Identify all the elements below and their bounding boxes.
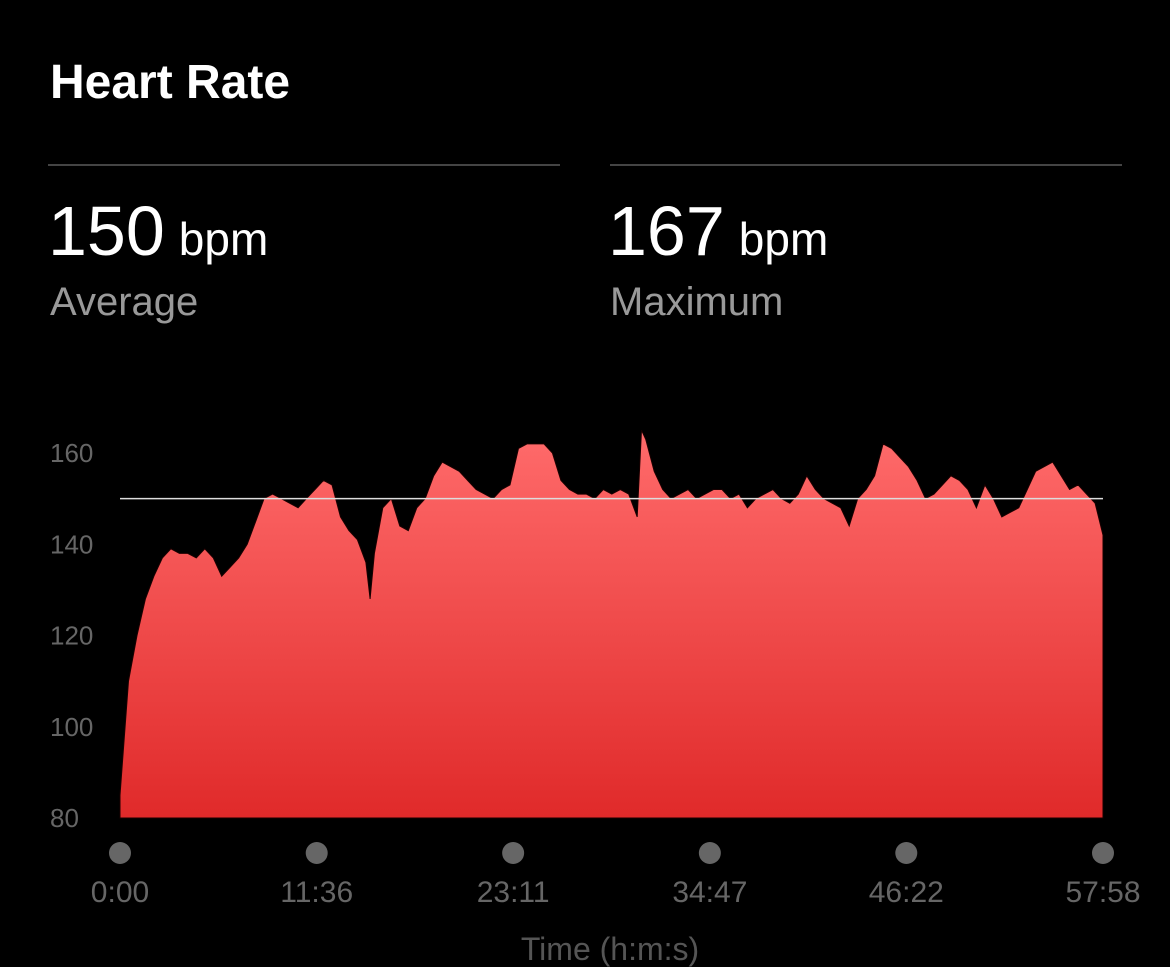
x-tick-dot [502, 842, 525, 864]
x-tick-dot [698, 842, 721, 864]
y-tick-label: 160 [50, 438, 93, 468]
stat-label: Maximum [610, 280, 783, 324]
y-tick-label: 100 [50, 712, 93, 742]
x-tick-label: 0:00 [91, 876, 149, 909]
stat-maximum: 167 bpm [608, 192, 828, 270]
x-tick-label: 46:22 [869, 876, 944, 909]
x-tick-label: 57:58 [1065, 876, 1140, 909]
stat-label: Average [50, 280, 198, 324]
y-tick-label: 120 [50, 621, 93, 651]
x-tick-dot [109, 842, 131, 864]
stat-unit: bpm [739, 213, 828, 265]
x-tick-label: 34:47 [672, 876, 747, 909]
x-tick-dot [305, 842, 328, 864]
x-axis-title: Time (h:m:s) [521, 931, 699, 967]
stat-value: 167 [608, 192, 725, 270]
x-tick-label: 11:36 [280, 876, 353, 909]
y-tick-label: 80 [50, 803, 79, 833]
title: Heart Rate [50, 56, 290, 109]
x-tick-label: 23:11 [477, 876, 550, 909]
x-tick-dot [895, 842, 918, 864]
heart-rate-area [119, 429, 1104, 819]
stat-average: 150 bpm [48, 192, 268, 270]
stat-unit: bpm [179, 213, 268, 265]
x-tick-dot [1092, 842, 1114, 864]
y-tick-label: 140 [50, 529, 93, 559]
stat-value: 150 [48, 192, 165, 270]
